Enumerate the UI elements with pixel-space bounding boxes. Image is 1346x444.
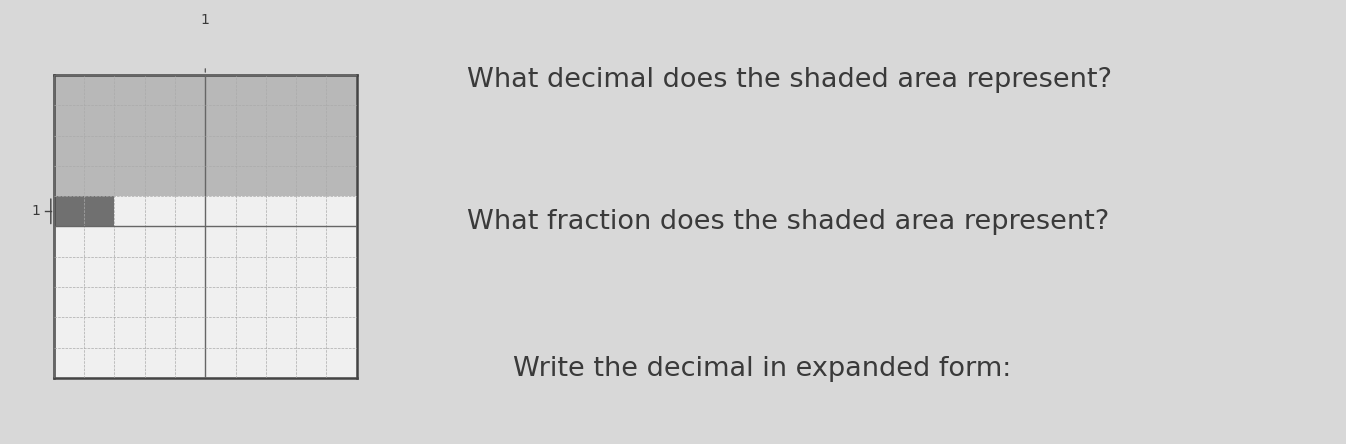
- Text: 1: 1: [201, 12, 210, 27]
- Bar: [54, 166, 357, 196]
- Bar: [54, 105, 357, 135]
- Bar: [54, 196, 114, 226]
- Bar: [54, 196, 114, 226]
- Text: What fraction does the shaded area represent?: What fraction does the shaded area repre…: [467, 209, 1109, 235]
- Bar: [54, 75, 357, 105]
- Text: Write the decimal in expanded form:: Write the decimal in expanded form:: [513, 356, 1011, 381]
- Bar: [54, 135, 357, 166]
- Text: What decimal does the shaded area represent?: What decimal does the shaded area repres…: [467, 67, 1112, 93]
- Text: 1: 1: [31, 204, 40, 218]
